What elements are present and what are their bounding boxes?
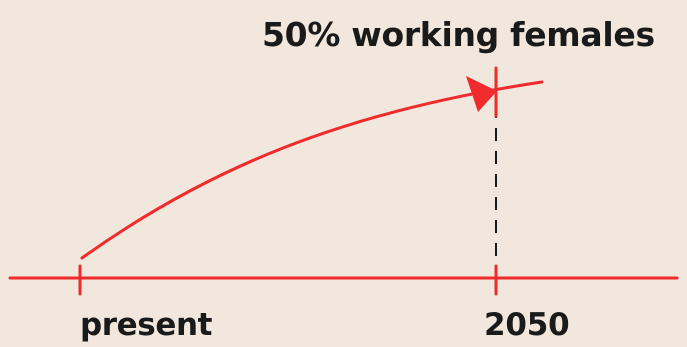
growth-arrow-head [466, 76, 497, 112]
target-label: 50% working females [262, 15, 655, 54]
growth-curve [80, 80, 544, 260]
timeline-start-label: present [80, 307, 213, 343]
timeline-end-label: 2050 [484, 307, 570, 343]
